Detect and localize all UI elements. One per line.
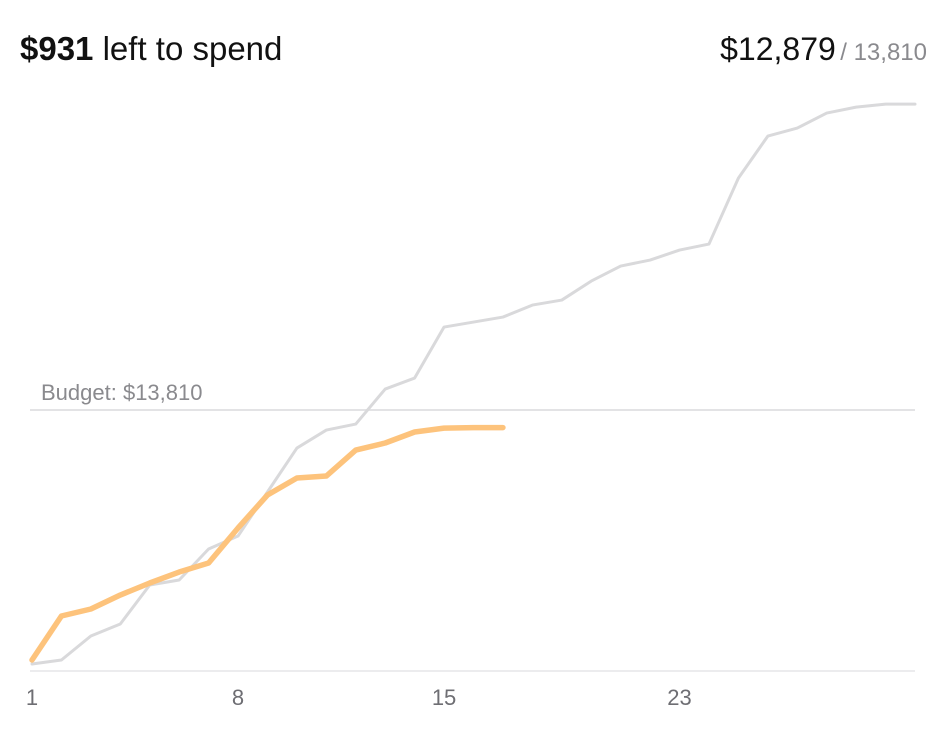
x-tick-label: 23 xyxy=(667,685,691,710)
budget-label: Budget: $13,810 xyxy=(41,380,202,405)
remaining-text: $931 left to spend xyxy=(20,30,282,67)
series-line xyxy=(30,102,917,666)
budget-amount: / 13,810 xyxy=(840,39,927,66)
series-line xyxy=(29,424,506,663)
spent-text: $12,879 / 13,810 xyxy=(720,31,927,67)
x-tick-label: 15 xyxy=(432,685,456,710)
remaining-label: left to spend xyxy=(103,30,283,67)
x-tick-label: 8 xyxy=(232,685,244,710)
x-tick-label: 1 xyxy=(26,685,38,710)
spent-amount: $12,879 xyxy=(720,31,836,67)
remaining-amount: $931 xyxy=(20,30,93,67)
